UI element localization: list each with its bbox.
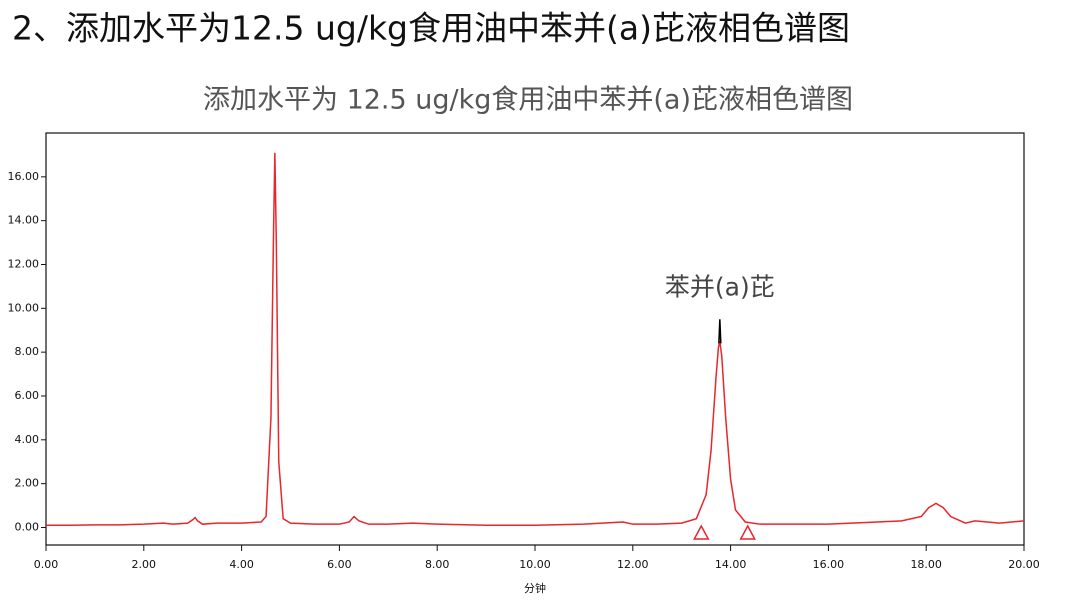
y-tick-label: 2.00 xyxy=(15,477,40,490)
x-tick-label: 18.00 xyxy=(910,558,942,571)
x-tick-label: 20.00 xyxy=(1008,558,1040,571)
x-tick-label: 6.00 xyxy=(327,558,352,571)
x-tick-label: 2.00 xyxy=(132,558,157,571)
peak-mark xyxy=(693,524,710,540)
annotation: 苯并(a)芘 xyxy=(665,273,775,302)
x-tick-label: 10.00 xyxy=(519,558,551,571)
y-tick-label: 16.00 xyxy=(8,170,40,183)
chart-title: 添加水平为 12.5 ug/kg食用油中苯并(a)芘液相色谱图 xyxy=(203,85,853,116)
heading: 2、添加水平为12.5 ug/kg食用油中苯并(a)芘液相色谱图 xyxy=(12,9,850,48)
y-tick-label: 0.00 xyxy=(15,520,40,533)
x-tick-label: 16.00 xyxy=(813,558,845,571)
peak-mark xyxy=(739,524,756,540)
y-tick-label: 6.00 xyxy=(15,389,40,402)
plot-frame xyxy=(45,132,1025,546)
x-tick-label: 14.00 xyxy=(715,558,747,571)
x-tick-label: 8.00 xyxy=(425,558,450,571)
y-tick-label: 8.00 xyxy=(15,345,40,358)
y-tick-label: 10.00 xyxy=(8,301,40,314)
y-tick-label: 12.00 xyxy=(8,257,40,270)
y-tick-label: 4.00 xyxy=(15,433,40,446)
x-tick-label: 4.00 xyxy=(229,558,254,571)
x-tick-label: 0.00 xyxy=(34,558,59,571)
trace xyxy=(718,319,722,344)
x-axis-label: 分钟 xyxy=(524,581,546,595)
trace xyxy=(46,152,1025,527)
x-tick-label: 12.00 xyxy=(617,558,649,571)
y-tick-label: 14.00 xyxy=(8,214,40,227)
